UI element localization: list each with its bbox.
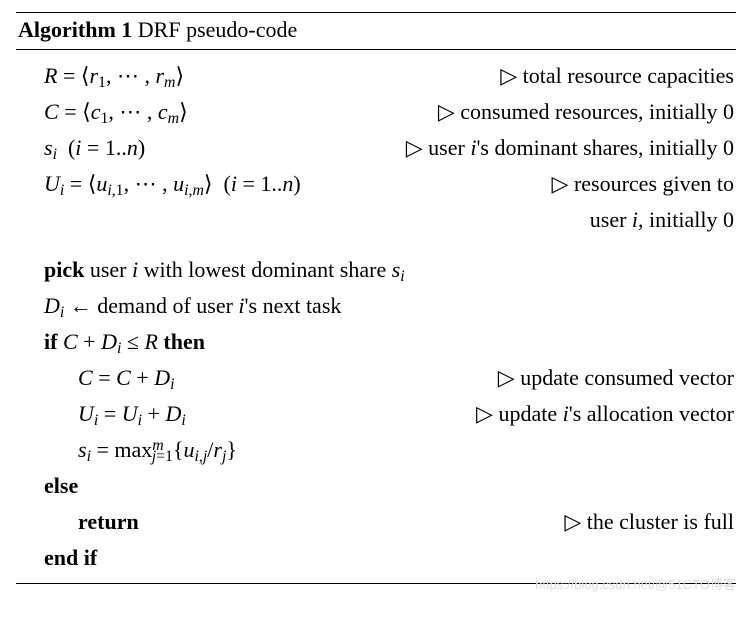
decl-comment: ▷ consumed resources, initially 0 [188, 95, 734, 128]
decl-lhs: R = ⟨r1, ⋯ , rm⟩ [44, 59, 184, 92]
step-pick: pick user i with lowest dominant share s… [44, 253, 734, 286]
step-return: return ▷ the cluster is full [44, 505, 734, 538]
comment: ▷ update i's allocation vector [186, 397, 734, 430]
algorithm-body: R = ⟨r1, ⋯ , rm⟩ ▷ total resource capaci… [16, 50, 736, 583]
decl-line: C = ⟨c1, ⋯ , cm⟩ ▷ consumed resources, i… [44, 95, 734, 128]
decl-comment-cont: user i, initially 0 [44, 203, 734, 236]
kw-then: then [163, 329, 205, 354]
decl-comment: ▷ total resource capacities [184, 59, 734, 92]
decl-line: si (i = 1..n) ▷ user i's dominant shares… [44, 131, 734, 164]
decl-lhs: Ui = ⟨ui,1, ⋯ , ui,m⟩ (i = 1..n) [44, 167, 301, 200]
algorithm-block: Algorithm 1 DRF pseudo-code R = ⟨r1, ⋯ ,… [16, 12, 736, 584]
comment: ▷ the cluster is full [139, 505, 734, 538]
decl-lhs: C = ⟨c1, ⋯ , cm⟩ [44, 95, 188, 128]
kw-return: return [78, 509, 139, 534]
step-update-u: Ui = Ui + Di ▷ update i's allocation vec… [44, 397, 734, 430]
decl-comment: ▷ user i's dominant shares, initially 0 [145, 131, 734, 164]
kw-endif: end if [44, 545, 97, 570]
decl-line: Ui = ⟨ui,1, ⋯ , ui,m⟩ (i = 1..n) ▷ resou… [44, 167, 734, 200]
kw-else: else [44, 473, 78, 498]
spacer [44, 240, 734, 250]
decl-line: R = ⟨r1, ⋯ , rm⟩ ▷ total resource capaci… [44, 59, 734, 92]
step-update-c: C = C + Di ▷ update consumed vector [44, 361, 734, 394]
step-assign-d: Di ← demand of user i's next task [44, 289, 734, 322]
step-update-s: si = maxmj=1{ui,j/rj} [44, 433, 734, 466]
kw-if: if [44, 329, 57, 354]
kw-pick: pick [44, 257, 84, 282]
step-if: if C + Di ≤ R then [44, 325, 734, 358]
watermark-text: https://blog.csdn.net/@51CTO博客 [0, 574, 754, 593]
comment: ▷ update consumed vector [175, 361, 734, 394]
algorithm-title-row: Algorithm 1 DRF pseudo-code [16, 13, 736, 49]
algorithm-number: Algorithm 1 [18, 17, 132, 42]
algorithm-title: DRF pseudo-code [138, 17, 297, 42]
step-endif: end if [44, 541, 734, 574]
decl-comment: ▷ resources given to [301, 167, 734, 200]
step-else: else [44, 469, 734, 502]
decl-lhs: si (i = 1..n) [44, 131, 145, 164]
